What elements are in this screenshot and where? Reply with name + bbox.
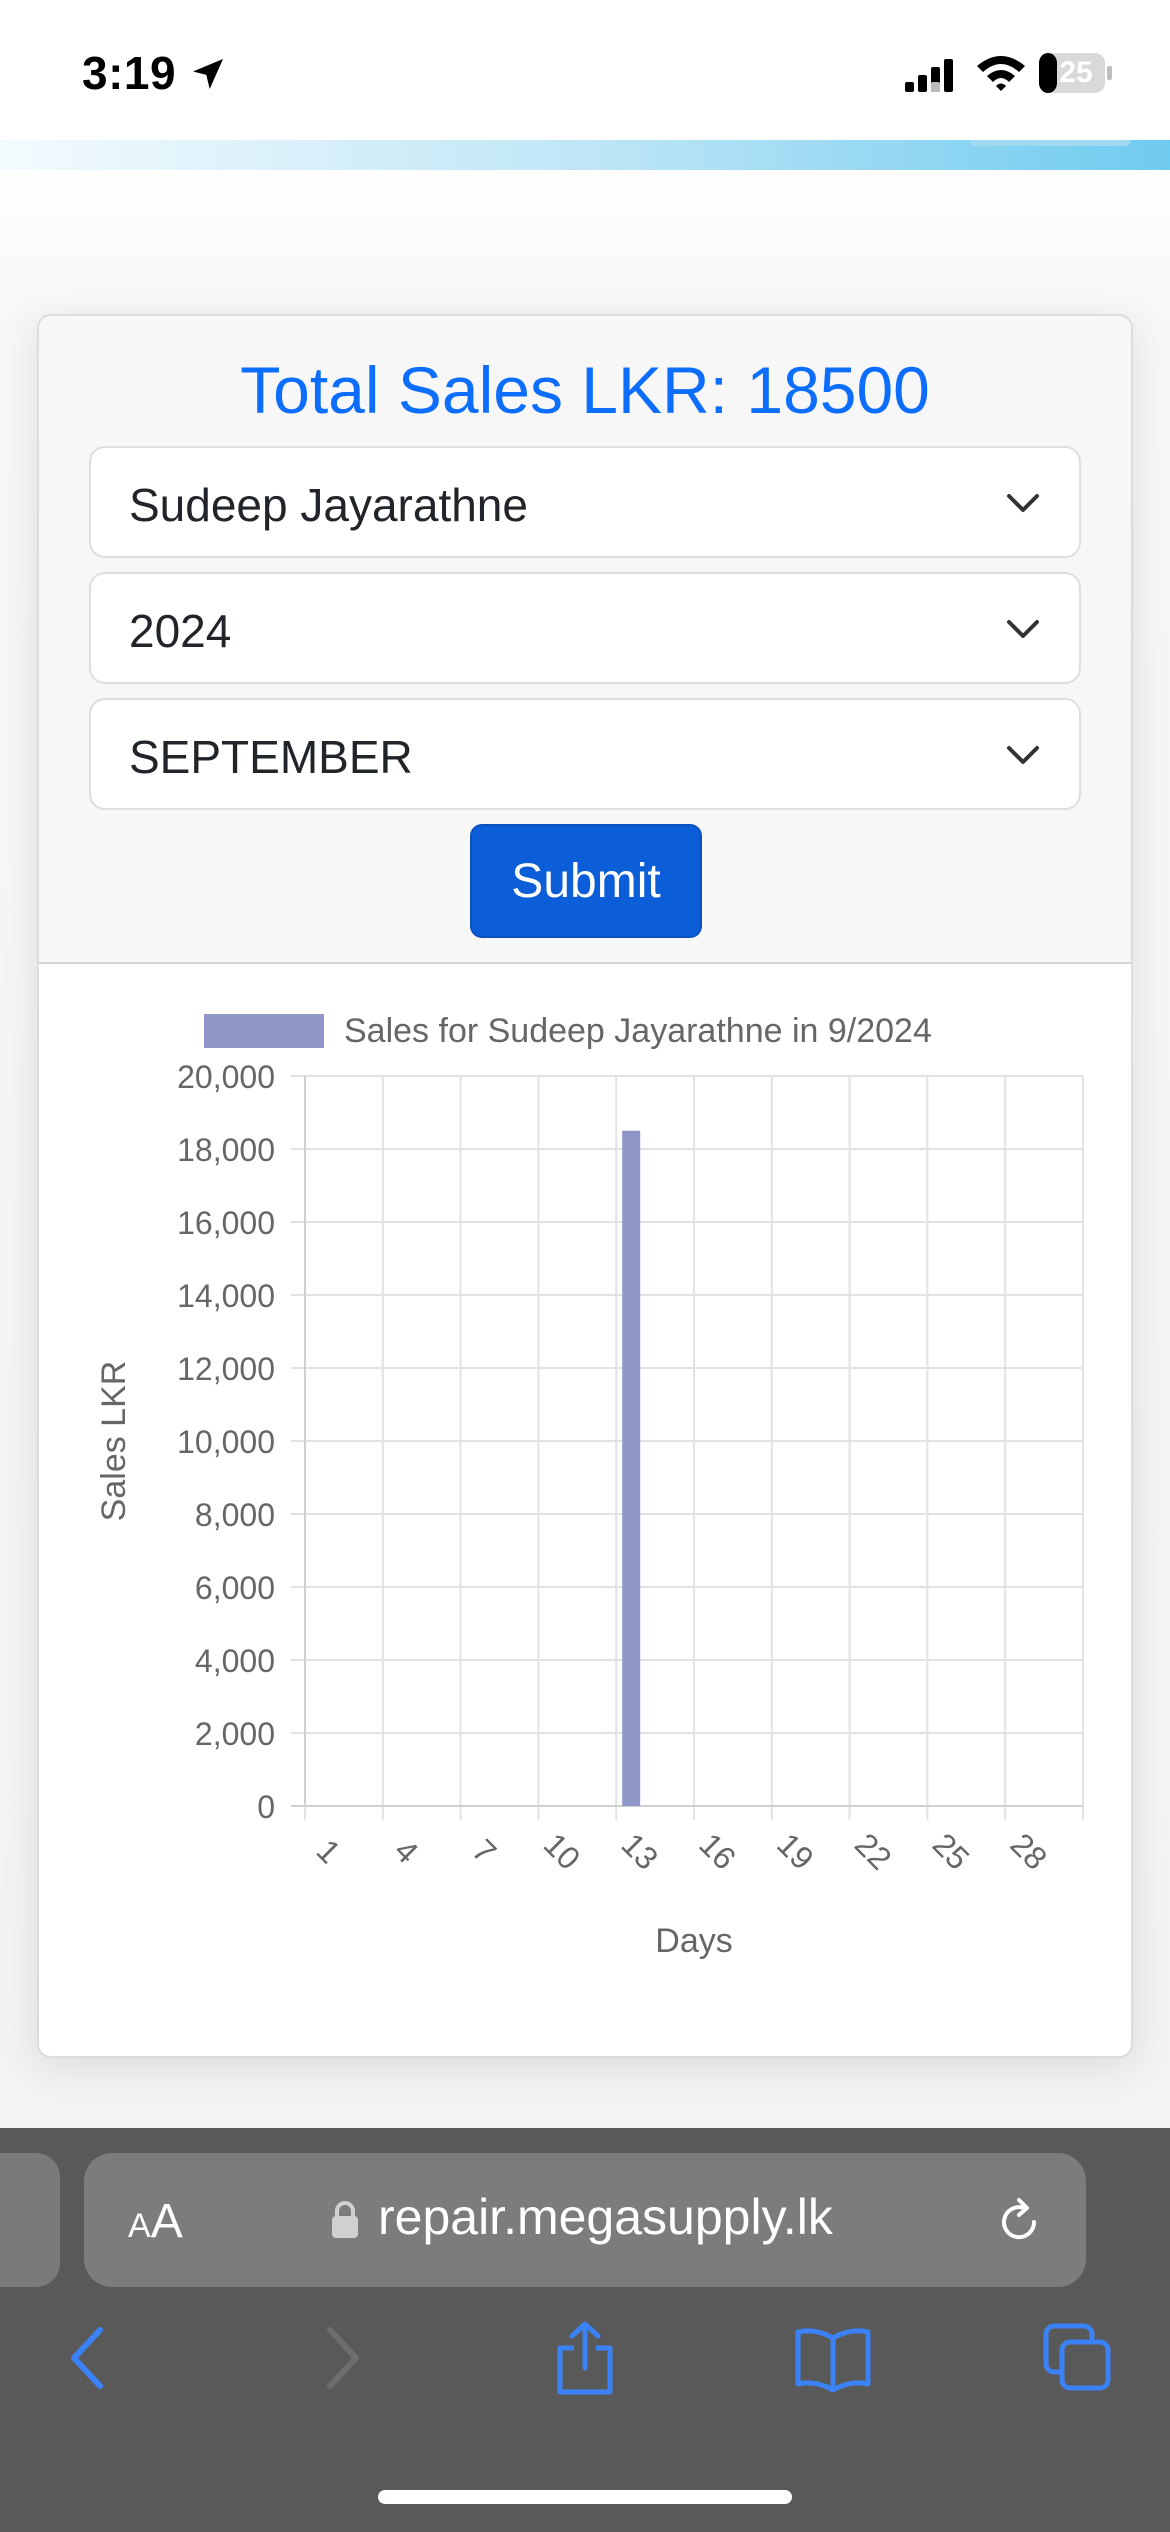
x-tick-label: 19 bbox=[770, 1826, 821, 1877]
y-tick-label: 10,000 bbox=[177, 1424, 275, 1460]
y-tick-label: 20,000 bbox=[177, 1059, 275, 1095]
y-tick-label: 2,000 bbox=[195, 1716, 275, 1752]
sales-report-card: Total Sales LKR: 18500 Sudeep Jayarathne… bbox=[37, 314, 1133, 2058]
text-size-button[interactable]: AA bbox=[128, 2194, 183, 2249]
x-tick-label: 22 bbox=[848, 1826, 899, 1877]
chevron-down-icon bbox=[1007, 746, 1039, 764]
month-select[interactable]: SEPTEMBER bbox=[89, 698, 1081, 810]
wifi-icon bbox=[977, 56, 1025, 91]
lock-icon bbox=[332, 2201, 358, 2238]
url-text: repair.megasupply.lk bbox=[378, 2189, 833, 2245]
y-tick-label: 16,000 bbox=[177, 1205, 275, 1241]
y-tick-label: 18,000 bbox=[177, 1132, 275, 1168]
submit-button[interactable]: Submit bbox=[470, 824, 702, 938]
y-tick-label: 6,000 bbox=[195, 1570, 275, 1606]
chevron-down-icon bbox=[1007, 620, 1039, 638]
back-icon[interactable] bbox=[64, 2320, 114, 2396]
share-icon[interactable] bbox=[550, 2320, 620, 2396]
text-size-label-large: A bbox=[150, 2195, 183, 2248]
salesperson-select[interactable]: Sudeep Jayarathne bbox=[89, 446, 1081, 558]
status-time: 3:19 bbox=[82, 47, 177, 99]
year-select[interactable]: 2024 bbox=[89, 572, 1081, 684]
x-tick-label: 4 bbox=[387, 1832, 425, 1870]
x-tick-label: 10 bbox=[537, 1826, 588, 1877]
salesperson-select-value: Sudeep Jayarathne bbox=[129, 479, 528, 531]
x-tick-label: 13 bbox=[615, 1826, 666, 1877]
chevron-down-icon bbox=[1007, 494, 1039, 512]
bar bbox=[622, 1130, 641, 1806]
y-tick-label: 12,000 bbox=[177, 1351, 275, 1387]
month-select-value: SEPTEMBER bbox=[129, 731, 413, 783]
signal-icon bbox=[905, 59, 953, 92]
forward-icon[interactable] bbox=[316, 2320, 366, 2396]
sales-chart: Sales for Sudeep Jayarathne in 9/2024 20,… bbox=[39, 966, 1131, 2056]
battery-icon bbox=[1039, 53, 1112, 93]
previous-tab-preview[interactable] bbox=[0, 2153, 60, 2287]
report-filter-panel: Total Sales LKR: 18500 Sudeep Jayarathne… bbox=[39, 316, 1131, 964]
total-sales-title: Total Sales LKR: 18500 bbox=[240, 353, 930, 427]
address-bar[interactable] bbox=[84, 2153, 1086, 2287]
reload-icon[interactable] bbox=[994, 2196, 1044, 2246]
y-tick-label: 14,000 bbox=[177, 1278, 275, 1314]
x-axis-title: Days bbox=[655, 1922, 732, 1960]
status-bar: 3:19 25 bbox=[0, 0, 1170, 140]
year-select-value: 2024 bbox=[129, 605, 232, 657]
legend-label: Sales for Sudeep Jayarathne in 9/2024 bbox=[344, 1012, 932, 1050]
text-size-label-small: A bbox=[128, 2207, 151, 2245]
location-arrow-icon bbox=[193, 59, 223, 89]
x-tick-label: 28 bbox=[1004, 1826, 1055, 1877]
x-tick-label: 16 bbox=[692, 1826, 743, 1877]
y-tick-label: 8,000 bbox=[195, 1497, 275, 1533]
battery-level: 25 bbox=[1059, 56, 1093, 89]
home-indicator bbox=[378, 2490, 792, 2504]
y-axis-title: Sales LKR bbox=[95, 1361, 133, 1522]
bookmarks-icon[interactable] bbox=[794, 2320, 872, 2396]
x-tick-label: 25 bbox=[926, 1826, 977, 1877]
legend-swatch bbox=[204, 1014, 324, 1048]
x-tick-label: 1 bbox=[310, 1832, 348, 1870]
tabs-icon[interactable] bbox=[1042, 2320, 1114, 2396]
sales-bar-chart: Sales for Sudeep Jayarathne in 9/2024 20,… bbox=[95, 1012, 1084, 1960]
y-tick-label: 4,000 bbox=[195, 1643, 275, 1679]
y-tick-label: 0 bbox=[257, 1789, 275, 1825]
x-tick-label: 7 bbox=[465, 1832, 503, 1870]
page-top-strip-tab bbox=[970, 140, 1130, 146]
